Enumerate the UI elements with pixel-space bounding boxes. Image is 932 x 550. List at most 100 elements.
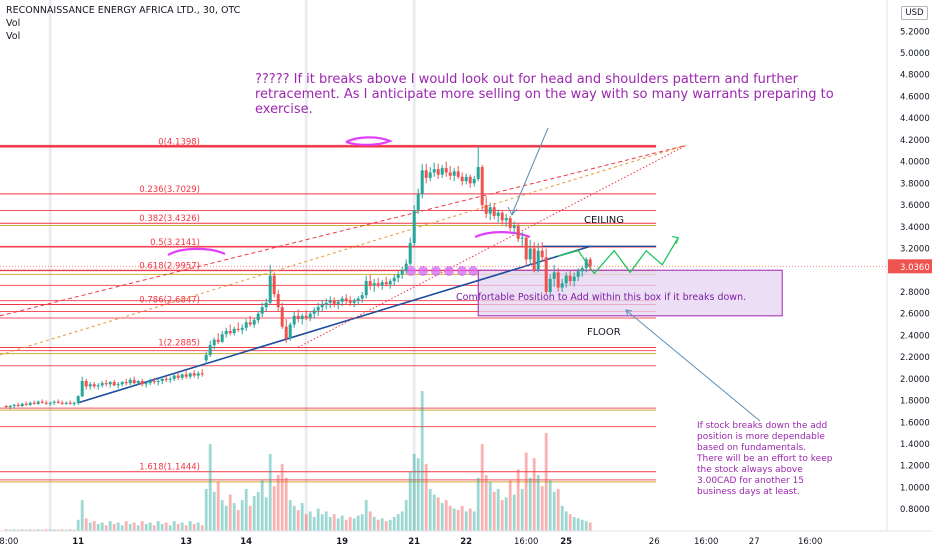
volume-bar bbox=[532, 458, 536, 531]
volume-bar bbox=[488, 482, 492, 531]
fib-label-1.618: 1.618(1.1444) bbox=[139, 463, 200, 473]
volume-bar bbox=[64, 529, 68, 531]
candle-body bbox=[392, 277, 396, 282]
volume-bar bbox=[528, 477, 532, 531]
price-tick-label: 5.0000 bbox=[900, 49, 930, 59]
candle-body bbox=[576, 271, 580, 277]
candle-body bbox=[292, 315, 296, 325]
candle-body bbox=[76, 396, 80, 403]
volume-bar bbox=[232, 503, 236, 531]
candle-body bbox=[84, 380, 88, 387]
volume-bar bbox=[464, 511, 468, 531]
candle-body bbox=[512, 225, 516, 228]
volume-bar bbox=[548, 480, 552, 531]
time-tick-label: 27 bbox=[749, 537, 760, 547]
price-tick-label: 3.6000 bbox=[900, 201, 930, 211]
volume-bar bbox=[20, 529, 24, 531]
candle-body bbox=[244, 322, 248, 328]
volume-bar bbox=[168, 525, 172, 531]
candle-body bbox=[144, 383, 148, 385]
candle-body bbox=[544, 257, 548, 292]
price-tick-label: 2.2000 bbox=[900, 353, 930, 363]
candle-body bbox=[456, 171, 460, 177]
volume-bar bbox=[72, 529, 76, 531]
volume-bar bbox=[300, 503, 304, 531]
volume-bar bbox=[308, 511, 312, 531]
candle-body bbox=[580, 268, 584, 272]
candle-body bbox=[124, 382, 128, 384]
candle-body bbox=[184, 374, 188, 377]
volume-bar bbox=[52, 529, 56, 531]
candle-body bbox=[64, 402, 68, 404]
highlight-dot-1 bbox=[418, 266, 428, 276]
candle-body bbox=[376, 283, 380, 286]
volume-bar bbox=[360, 514, 364, 531]
arrow-to-ceiling bbox=[511, 127, 549, 215]
candle-body bbox=[412, 210, 416, 244]
volume-bar bbox=[348, 517, 352, 531]
arrow-to-zone bbox=[626, 310, 761, 422]
price-tick-label: 2.0000 bbox=[900, 375, 930, 385]
candle-body bbox=[504, 218, 508, 221]
volume-bar bbox=[504, 497, 508, 531]
candle-body bbox=[448, 172, 452, 176]
volume-bar bbox=[216, 482, 220, 531]
candle-body bbox=[60, 402, 64, 404]
time-tick-label: 16:00 bbox=[798, 537, 823, 547]
volume-bar bbox=[340, 515, 344, 531]
volume-bar bbox=[460, 505, 464, 531]
candle-body bbox=[508, 218, 512, 228]
candle-body bbox=[468, 176, 472, 184]
candle-body bbox=[536, 250, 540, 271]
currency-selector[interactable]: USD bbox=[901, 6, 928, 20]
candle-body bbox=[308, 313, 312, 319]
candle-body bbox=[492, 207, 496, 216]
time-tick-label: 18:00 bbox=[0, 537, 18, 547]
candle-body bbox=[560, 283, 564, 288]
volume-bar bbox=[352, 518, 356, 531]
candle-body bbox=[212, 339, 216, 346]
volume-bar bbox=[200, 525, 204, 531]
candle-body bbox=[460, 176, 464, 182]
volume-bar bbox=[576, 518, 580, 531]
candle-body bbox=[188, 373, 192, 377]
candle-body bbox=[336, 301, 340, 304]
price-tick-label: 5.2000 bbox=[900, 27, 930, 37]
volume-bar bbox=[432, 494, 436, 531]
volume-bar bbox=[132, 522, 136, 531]
candle-body bbox=[380, 282, 384, 286]
candle-body bbox=[108, 382, 112, 385]
dashed-channel-line bbox=[0, 144, 687, 317]
volume-bar bbox=[136, 525, 140, 531]
volume-bar bbox=[148, 522, 152, 531]
candle-body bbox=[324, 302, 328, 305]
candle-body bbox=[500, 212, 504, 221]
volume-bar bbox=[252, 496, 256, 531]
highlight-dot-0 bbox=[406, 266, 416, 276]
candle-body bbox=[264, 302, 268, 308]
candle-body bbox=[284, 326, 288, 339]
last-price-tag bbox=[888, 259, 932, 274]
volume-bar bbox=[104, 525, 108, 531]
volume-bar bbox=[244, 489, 248, 531]
volume-bar bbox=[100, 522, 104, 531]
candle-body bbox=[552, 272, 556, 279]
candle-body bbox=[396, 274, 400, 278]
volume-bar bbox=[68, 529, 72, 531]
price-tick-label: 1.4000 bbox=[900, 440, 930, 450]
volume-bar bbox=[436, 497, 440, 531]
candle-body bbox=[364, 281, 368, 296]
candle-body bbox=[120, 382, 124, 385]
candle-body bbox=[428, 172, 432, 178]
volume-bar bbox=[208, 444, 212, 531]
volume-bar bbox=[544, 433, 548, 531]
volume-bar bbox=[316, 508, 320, 531]
candle-body bbox=[228, 331, 232, 334]
volume-bar bbox=[440, 503, 444, 531]
volume-bar bbox=[248, 505, 252, 531]
volume-bar bbox=[456, 510, 460, 531]
fib-label-0.618: 0.618(2.9957) bbox=[139, 262, 200, 272]
volume-bar bbox=[496, 489, 500, 531]
